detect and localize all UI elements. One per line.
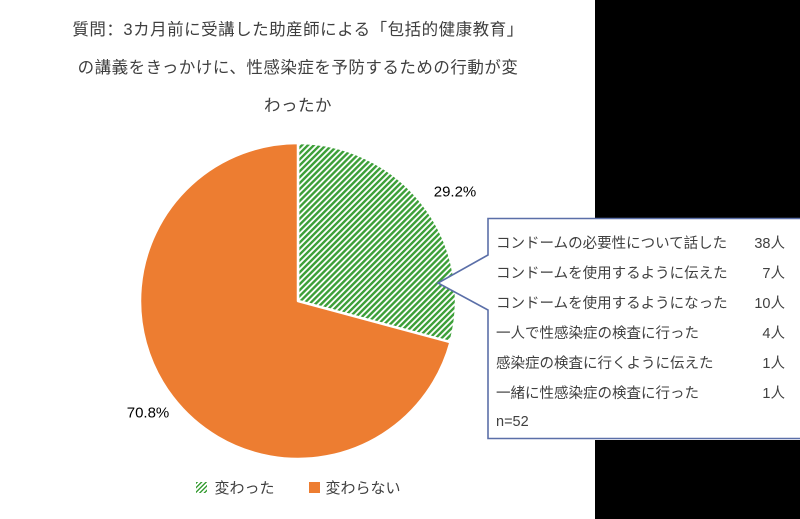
callout-row: 一緒に性感染症の検査に行った 1人 [496,377,785,407]
callout-row: 感染症の検査に行くように伝えた 1人 [496,347,785,377]
chart-title-line-3: わったか [264,97,332,115]
black-mask-top-right [595,0,800,218]
callout-row-label: 感染症の検査に行くように伝えた [496,355,714,372]
callout-row-value: 1人 [762,385,785,402]
chart-title: 質問：3カ月前に受講した助産師による「包括的健康教育」 の講義をきっかけに、性感… [0,11,596,125]
callout-row-value: 4人 [762,325,785,342]
legend-label-changed: 変わった [214,479,275,497]
pie-slice-unchanged [138,141,452,461]
callout-row-value: 38人 [754,235,785,252]
callout-row: コンドームの必要性について話した 38人 [496,227,785,257]
chart-title-line-2: の講義をきっかけに、性感染症を予防するための行動が変 [77,59,519,77]
callout-row-value: 7人 [762,265,785,282]
callout-row: コンドームを使用するようになった 10人 [496,287,785,317]
callout-row-label: 一人で性感染症の検査に行った [496,325,699,342]
legend-item-unchanged: 変わらない [308,477,401,498]
callout-row-label: 一緒に性感染症の検査に行った [496,385,699,402]
callout-row-value: 10人 [754,295,785,312]
callout-row: コンドームを使用するように伝えた 7人 [496,257,785,287]
chart-title-line-1: 質問：3カ月前に受講した助産師による「包括的健康教育」 [72,21,524,39]
legend-swatch-unchanged-icon [308,481,320,493]
black-mask-bottom-right [595,440,800,519]
callout-row-value: 1人 [762,355,785,372]
callout-balloon-shape [436,217,800,440]
legend-item-changed: 変わった [195,477,275,498]
callout-sample-size: n=52 [496,414,529,430]
callout-row: 一人で性感染症の検査に行った 4人 [496,317,785,347]
callout-breakdown-list: コンドームの必要性について話した 38人 コンドームを使用するように伝えた 7人 コンド… [489,219,800,438]
legend-label-unchanged: 変わらない [325,479,401,497]
callout-row-label: コンドームを使用するように伝えた [496,265,728,282]
legend-swatch-changed-icon [195,480,209,494]
slice-label-changed-pct: 29.2% [433,183,477,201]
slice-label-unchanged-pct: 70.8% [126,404,170,422]
pie-slice-changed [296,141,458,344]
pie-slices [138,141,458,461]
pie-legend: 変わった 変わらない [0,473,596,501]
callout-row-label: コンドームを使用するようになった [496,295,728,312]
callout-row-label: コンドームの必要性について話した [496,235,728,252]
